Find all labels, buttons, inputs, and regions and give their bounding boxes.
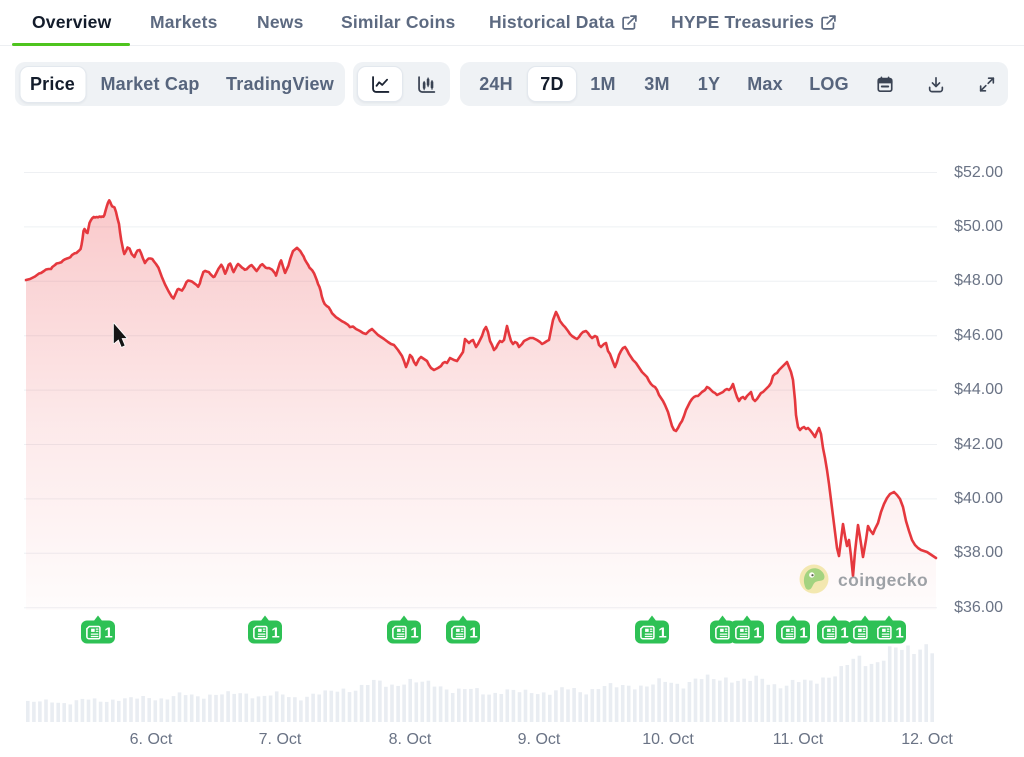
svg-text:1: 1: [469, 625, 477, 642]
svg-text:1: 1: [410, 625, 418, 642]
svg-text:1: 1: [271, 625, 279, 642]
svg-text:1: 1: [840, 625, 848, 642]
svg-text:1: 1: [104, 625, 112, 642]
svg-text:1: 1: [799, 625, 807, 642]
svg-text:1: 1: [753, 625, 761, 642]
svg-text:coingecko: coingecko: [838, 570, 928, 590]
svg-text:1: 1: [658, 625, 666, 642]
svg-text:1: 1: [895, 625, 903, 642]
